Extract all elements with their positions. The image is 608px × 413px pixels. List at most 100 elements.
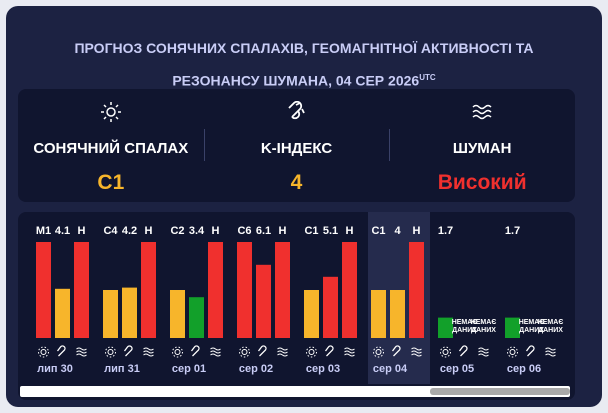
bar-label: Н — [279, 225, 287, 237]
sun-icon-rays — [507, 346, 518, 358]
magnet-icon — [458, 345, 468, 357]
bar — [189, 297, 204, 338]
bar — [409, 242, 424, 338]
sun-icon-rays — [239, 346, 250, 358]
bar — [371, 290, 386, 338]
sun-icon-rays — [440, 346, 451, 358]
bar-label: Н — [78, 225, 86, 237]
timezone: UTC — [419, 73, 436, 82]
bar — [170, 290, 185, 338]
bar-label: 4.1 — [55, 225, 70, 237]
no-data-label: НЕМАЄ ДАНИХ — [452, 319, 478, 334]
waves-icon — [143, 347, 154, 357]
sun-icon — [375, 349, 382, 355]
summary-value: C1 — [97, 171, 125, 194]
day-label: сер 04 — [373, 363, 408, 375]
magnet-icon — [525, 345, 535, 357]
magnet-icon — [391, 345, 401, 357]
no-data-word: ДАНИХ — [519, 327, 544, 334]
waves-icon — [277, 347, 288, 357]
waves-icon — [76, 347, 87, 357]
bar-label: C6 — [237, 225, 251, 237]
scroll-thumb[interactable] — [430, 388, 570, 395]
summary-item: K-ІНДЕКС 4 — [203, 89, 390, 202]
waves-icon — [545, 347, 556, 357]
bar — [304, 290, 319, 338]
sun-icon-rays — [172, 346, 183, 358]
bar-label: C4 — [103, 225, 118, 237]
bar-label: 4 — [394, 225, 401, 237]
summary-item: СОНЯЧНИЙ СПАЛАХ C1 — [18, 89, 204, 202]
sun-icon — [509, 349, 516, 355]
no-data-label: НЕМАЄ ДАНИХ — [538, 319, 564, 334]
magnet-icon — [287, 100, 305, 120]
no-data-label: НЕМАЄ ДАНИХ — [471, 319, 497, 334]
bar — [103, 290, 118, 338]
day-label: сер 03 — [306, 363, 340, 375]
no-data-word: НЕМАЄ — [538, 319, 564, 326]
bar-label: Н — [145, 225, 153, 237]
no-data-word: НЕМАЄ — [452, 319, 478, 326]
summary-item: ШУМАН Високий — [389, 89, 575, 202]
day-label: сер 01 — [172, 363, 206, 375]
bar-label: Н — [346, 225, 354, 237]
bar — [275, 242, 290, 338]
no-data-word: НЕМАЄ — [471, 319, 497, 326]
day-label: сер 06 — [507, 363, 541, 375]
sun-icon-rays — [373, 346, 384, 358]
sun-icon — [241, 349, 248, 355]
magnet-icon — [56, 345, 66, 357]
day-label: сер 05 — [440, 363, 474, 375]
bar — [323, 276, 338, 338]
bar-label: 4.2 — [122, 225, 137, 237]
bar — [390, 290, 405, 338]
no-data-word: ДАНИХ — [452, 327, 477, 334]
title: ПРОГНОЗ СОНЯЧНИХ СПАЛАХІВ, ГЕОМАГНІТНОЇ … — [46, 34, 562, 96]
summary-value: Високий — [437, 171, 527, 194]
bar — [55, 288, 70, 338]
bar-label: M1 — [36, 225, 51, 237]
sun-icon-rays — [105, 346, 116, 358]
magnet-icon — [324, 345, 334, 357]
chart-background — [18, 212, 575, 400]
summary-label: ШУМАН — [452, 140, 512, 157]
sun-icon-rays — [38, 346, 49, 358]
bar — [438, 317, 453, 338]
bar — [505, 317, 520, 338]
sun-icon — [174, 349, 181, 355]
waves-icon — [472, 104, 492, 120]
day-label: лип 30 — [37, 363, 73, 375]
bar-label: 1.7 — [438, 225, 453, 237]
summary-label: СОНЯЧНИЙ СПАЛАХ — [33, 140, 189, 157]
magnet-icon — [190, 345, 200, 357]
waves-icon — [344, 347, 355, 357]
bar — [237, 242, 252, 338]
bar-label: C1 — [304, 225, 318, 237]
bar-label: 1.7 — [505, 225, 520, 237]
bar — [122, 287, 137, 338]
waves-icon — [411, 347, 422, 357]
bar — [342, 242, 357, 338]
bar — [74, 242, 89, 338]
bar-label: Н — [212, 225, 220, 237]
sun-icon — [40, 349, 47, 355]
sun-icon — [107, 349, 114, 355]
waves-icon — [478, 347, 489, 357]
sun-icon — [100, 102, 121, 122]
bar-label: 5.1 — [323, 225, 338, 237]
bar — [208, 242, 223, 338]
bar — [141, 242, 156, 338]
bar-label: 6.1 — [256, 225, 271, 237]
bar-label: Н — [413, 225, 421, 237]
summary-panel: СОНЯЧНИЙ СПАЛАХ C1 K-ІНДЕКС 4 ШУМАН Висо… — [18, 89, 575, 202]
bar — [256, 264, 271, 338]
no-data-word: ДАНИХ — [471, 327, 496, 334]
bar-label: 3.4 — [189, 225, 205, 237]
